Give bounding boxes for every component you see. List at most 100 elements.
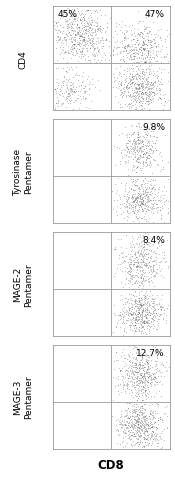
Point bbox=[83, 95, 86, 103]
Point bbox=[137, 432, 140, 439]
Point bbox=[141, 388, 144, 396]
Point bbox=[125, 264, 128, 272]
Point bbox=[117, 382, 120, 389]
Point bbox=[134, 187, 136, 195]
Point bbox=[144, 210, 147, 217]
Point bbox=[145, 439, 148, 446]
Point bbox=[136, 183, 139, 191]
Point bbox=[80, 33, 83, 40]
Point bbox=[141, 48, 143, 56]
Point bbox=[132, 310, 135, 317]
Point bbox=[88, 81, 90, 88]
Point bbox=[125, 412, 128, 420]
Point bbox=[129, 271, 132, 279]
Point bbox=[74, 16, 76, 24]
Point bbox=[162, 372, 165, 380]
Point bbox=[142, 41, 145, 49]
Point bbox=[131, 62, 134, 70]
Point bbox=[158, 251, 160, 258]
Point bbox=[130, 93, 133, 100]
Point bbox=[149, 120, 151, 128]
Point bbox=[138, 267, 141, 275]
Point bbox=[145, 59, 147, 67]
Point bbox=[55, 37, 58, 45]
Point bbox=[138, 72, 140, 79]
Point bbox=[141, 271, 144, 279]
Point bbox=[158, 184, 160, 192]
Point bbox=[147, 384, 150, 391]
Point bbox=[141, 396, 144, 404]
Point bbox=[125, 197, 128, 205]
Point bbox=[82, 35, 85, 42]
Point bbox=[150, 315, 153, 323]
Point bbox=[149, 90, 152, 97]
Point bbox=[74, 35, 77, 42]
Point bbox=[126, 382, 129, 389]
Point bbox=[158, 432, 161, 440]
Point bbox=[132, 198, 135, 205]
Point bbox=[124, 366, 127, 374]
Point bbox=[125, 370, 128, 378]
Point bbox=[140, 302, 143, 310]
Point bbox=[130, 184, 132, 192]
Point bbox=[145, 162, 148, 170]
Point bbox=[138, 73, 141, 81]
Point bbox=[140, 83, 143, 91]
Point bbox=[85, 8, 88, 16]
Point bbox=[123, 406, 126, 414]
Point bbox=[56, 57, 58, 65]
Point bbox=[60, 100, 63, 108]
Point bbox=[143, 262, 146, 270]
Point bbox=[151, 195, 154, 203]
Point bbox=[142, 124, 145, 132]
Point bbox=[145, 392, 148, 399]
Point bbox=[134, 203, 136, 210]
Point bbox=[130, 77, 132, 84]
Point bbox=[141, 316, 144, 324]
Point bbox=[148, 372, 150, 380]
Point bbox=[132, 415, 135, 423]
Point bbox=[123, 258, 126, 265]
Point bbox=[72, 21, 75, 29]
Point bbox=[140, 402, 143, 410]
Point bbox=[146, 421, 149, 429]
Point bbox=[153, 257, 156, 265]
Point bbox=[123, 381, 126, 389]
Point bbox=[152, 266, 155, 274]
Point bbox=[91, 52, 94, 60]
Point bbox=[129, 54, 132, 61]
Point bbox=[139, 379, 141, 387]
Point bbox=[68, 36, 70, 44]
Point bbox=[133, 149, 136, 156]
Point bbox=[80, 83, 82, 90]
Point bbox=[144, 149, 147, 157]
Point bbox=[123, 67, 125, 75]
Point bbox=[142, 442, 144, 449]
Point bbox=[120, 278, 122, 286]
Point bbox=[141, 186, 144, 193]
Point bbox=[138, 201, 141, 209]
Point bbox=[136, 249, 139, 256]
Point bbox=[64, 48, 67, 56]
Point bbox=[125, 103, 128, 110]
Point bbox=[158, 79, 161, 87]
Point bbox=[129, 253, 131, 261]
Point bbox=[149, 144, 152, 152]
Point bbox=[144, 351, 147, 359]
Point bbox=[145, 320, 148, 327]
Point bbox=[157, 316, 160, 324]
Point bbox=[132, 408, 135, 416]
Point bbox=[144, 421, 147, 429]
Point bbox=[75, 64, 77, 72]
Point bbox=[138, 423, 141, 431]
Point bbox=[132, 402, 135, 410]
Point bbox=[159, 193, 162, 201]
Point bbox=[147, 278, 150, 286]
Point bbox=[74, 38, 77, 46]
Point bbox=[146, 304, 148, 312]
Point bbox=[84, 27, 87, 35]
Point bbox=[97, 40, 99, 48]
Point bbox=[152, 298, 155, 305]
Point bbox=[133, 48, 135, 55]
Point bbox=[89, 40, 92, 48]
